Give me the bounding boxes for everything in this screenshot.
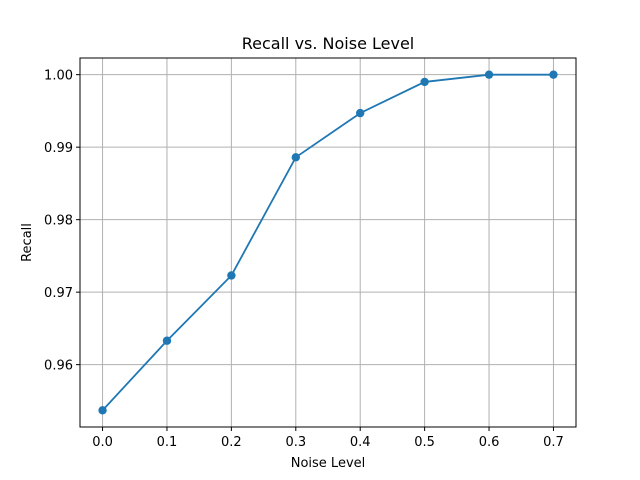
plot-frame — [79, 57, 577, 428]
data-point — [162, 336, 172, 345]
x-tick-label: 0.0 — [92, 435, 113, 450]
x-axis-label: Noise Level — [291, 456, 366, 471]
x-tick-label: 0.1 — [157, 435, 178, 450]
ticks: 0.0 0.1 0.2 0.3 0.4 0.5 0.6 0.7 0.96 0.97 0.98 0.99… — [44, 69, 564, 450]
x-tick-label: 0.6 — [479, 435, 500, 450]
data-point — [356, 108, 365, 118]
x-tick-label: 0.5 — [414, 435, 435, 450]
y-tick-label: 0.96 — [44, 359, 73, 374]
data-point — [98, 406, 107, 415]
x-tick-label: 0.4 — [350, 435, 371, 450]
data-point — [420, 77, 429, 87]
data-point — [227, 271, 236, 280]
x-tick-label: 0.3 — [285, 435, 306, 450]
x-tick-label: 0.2 — [221, 435, 242, 450]
x-tick-label: 0.7 — [543, 435, 564, 450]
y-tick-label: 0.97 — [44, 286, 73, 301]
y-tick-label: 1.00 — [44, 69, 73, 84]
y-axis-label: Recall — [20, 223, 35, 262]
data-point — [484, 70, 494, 79]
chart-title: Recall vs. Noise Level — [242, 34, 415, 53]
y-tick-label: 0.99 — [44, 141, 73, 156]
data-point — [291, 153, 300, 162]
series-line — [101, 73, 554, 411]
y-tick-label: 0.98 — [44, 214, 73, 229]
series-layer — [98, 70, 558, 415]
data-point — [549, 70, 558, 79]
